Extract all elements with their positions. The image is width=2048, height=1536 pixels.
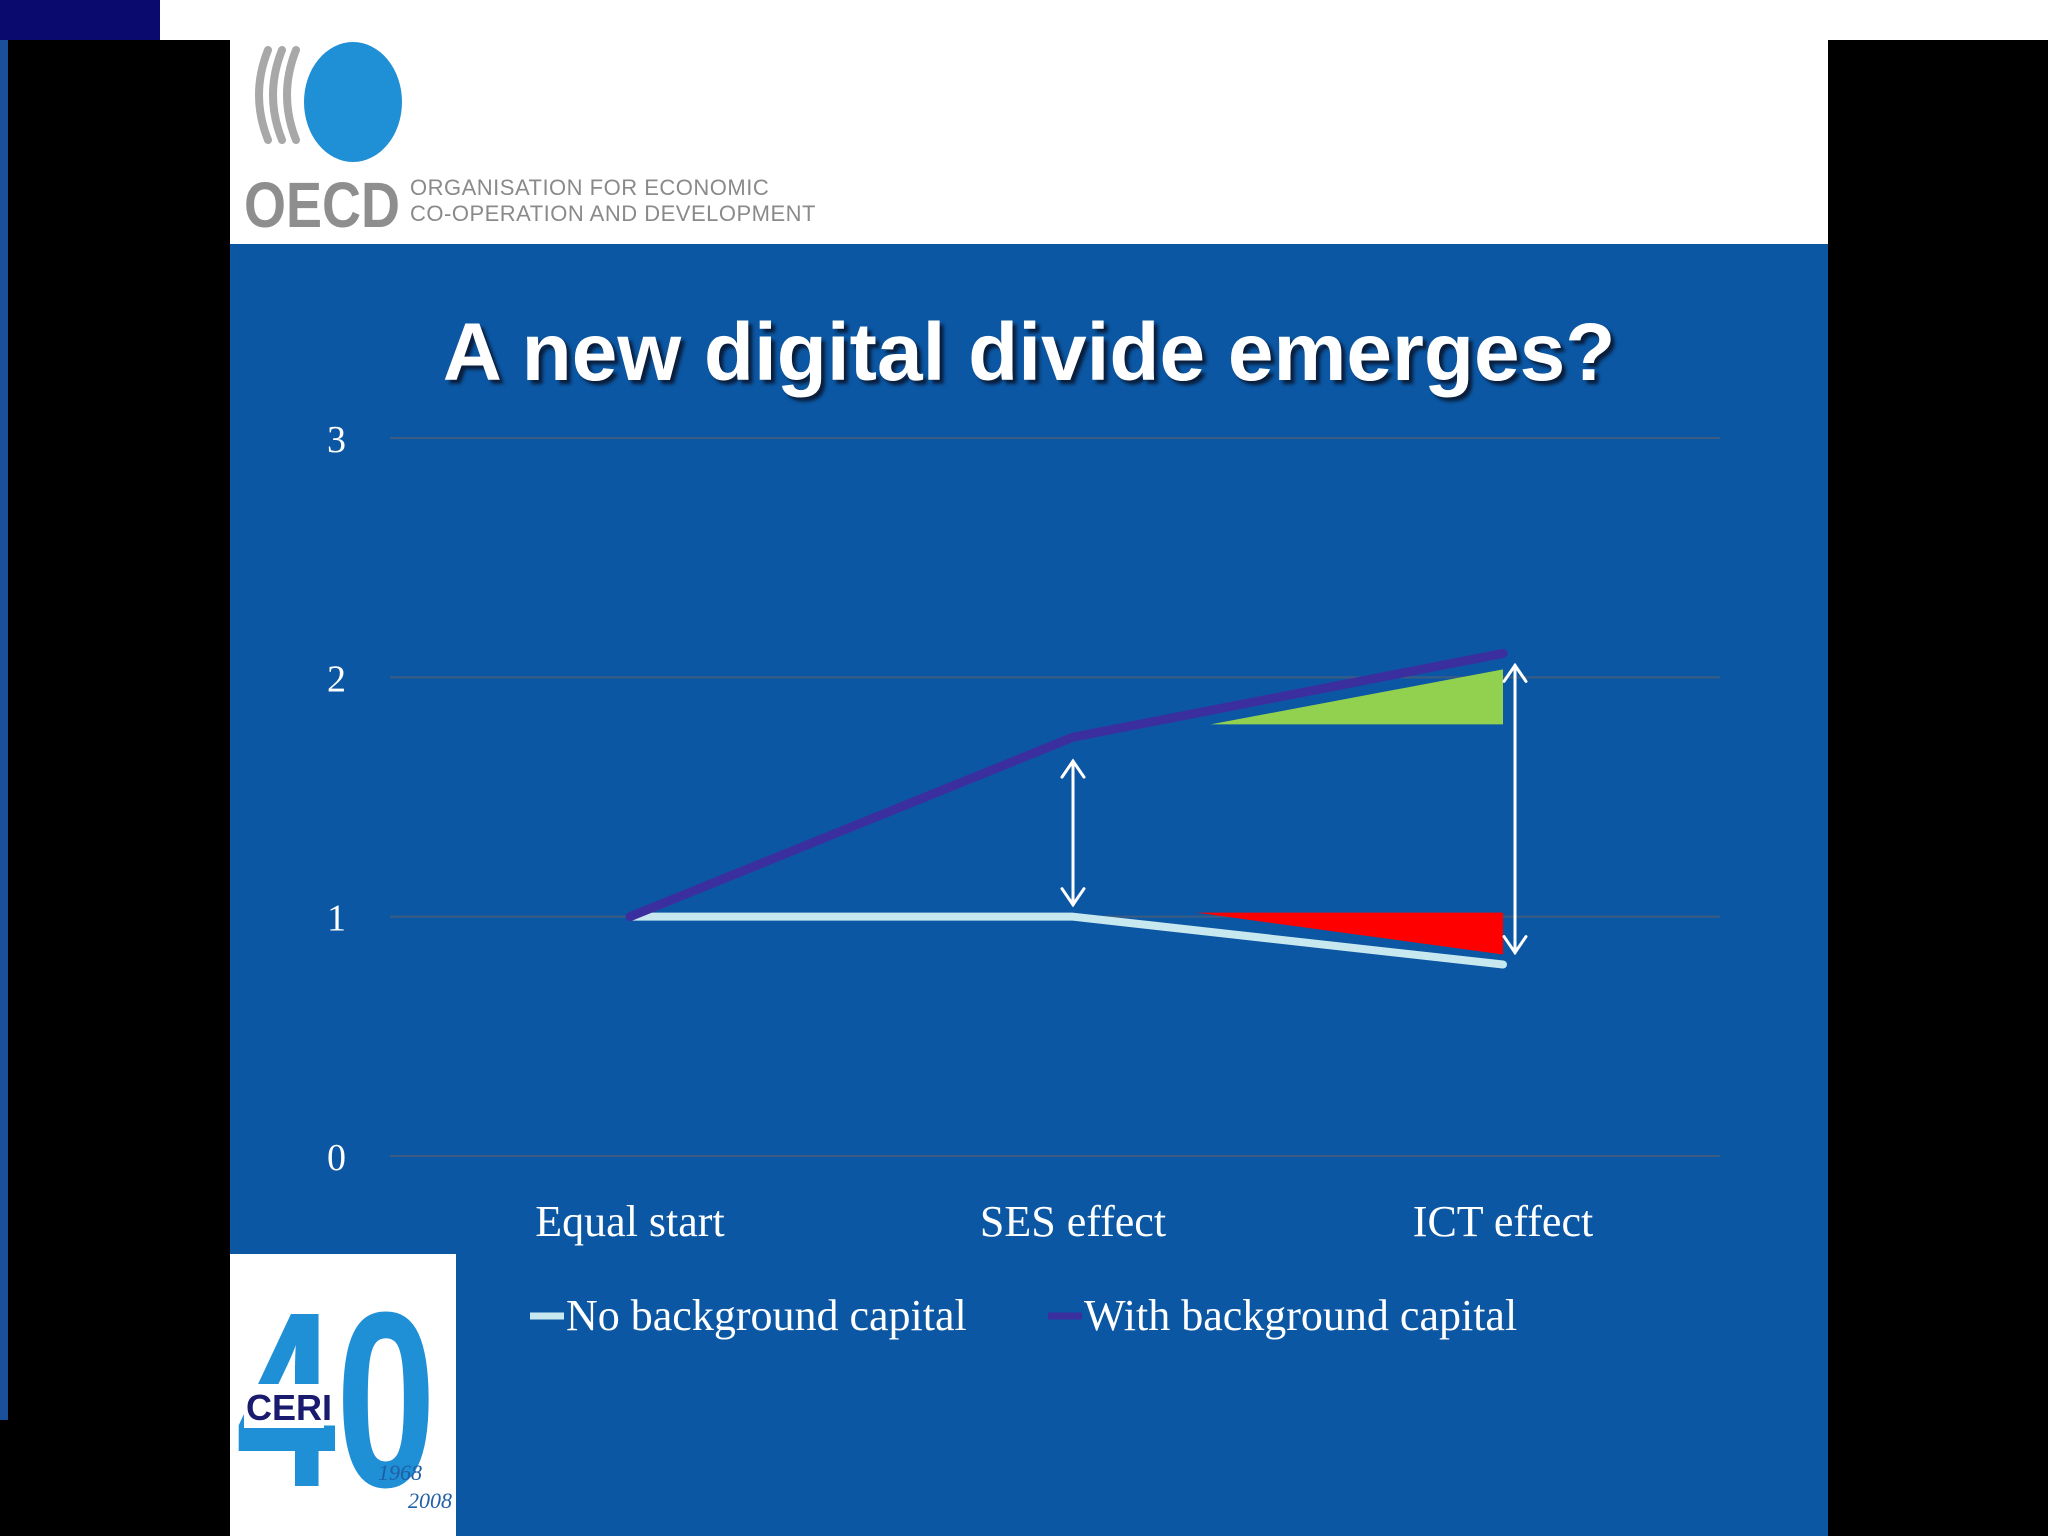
oecd-org-name: ORGANISATION FOR ECONOMIC CO-OPERATION A… [410,175,816,227]
oecd-wave-mark [255,46,300,144]
ceri-name: CERI [246,1387,332,1428]
series-line-no-background-capital [626,912,1507,969]
ceri-year-end: 2008 [408,1488,452,1513]
corner-block [0,0,160,40]
loss-wedge [1196,912,1503,955]
header-band: OECD ORGANISATION FOR ECONOMIC CO-OPERAT… [230,40,1828,244]
oecd-logo: OECD [244,42,402,240]
ceri-year-start: 1968 [378,1460,422,1485]
series-line-with-background-capital [625,648,1508,922]
line-chart: 0 1 2 3 Equal start SES effect ICT effect No ba… [327,419,1720,1340]
x-tick-label: Equal start [535,1197,724,1246]
y-tick-label: 3 [327,419,346,461]
y-tick-label: 1 [327,898,346,940]
x-tick-label: ICT effect [1413,1197,1593,1246]
oecd-org-line2: CO-OPERATION AND DEVELOPMENT [410,201,816,226]
slide-title: A new digital divide emerges? [442,307,1616,398]
x-tick-label: SES effect [980,1197,1166,1246]
y-tick-label: 2 [327,658,346,700]
ceri-label-bg [244,1384,324,1428]
left-edge-strip [0,40,8,1420]
top-strip [160,0,2048,40]
oecd-org-line1: ORGANISATION FOR ECONOMIC [410,175,770,200]
ict-gap-arrow [1502,662,1528,956]
oecd-logo-text: OECD [244,169,400,240]
oecd-blue-circle [304,42,402,162]
legend-label: With background capital [1084,1291,1517,1340]
ceri-logo-box: 40 CERI 1968 2008 [230,1254,456,1536]
ceri-logo: 40 CERI 1968 2008 [236,1260,452,1536]
legend-label: No background capital [566,1291,967,1340]
slide: OECD ORGANISATION FOR ECONOMIC CO-OPERAT… [230,40,1828,1536]
ses-gap-arrow [1060,758,1086,908]
gain-wedge [1210,669,1503,725]
y-tick-label: 0 [327,1137,346,1179]
